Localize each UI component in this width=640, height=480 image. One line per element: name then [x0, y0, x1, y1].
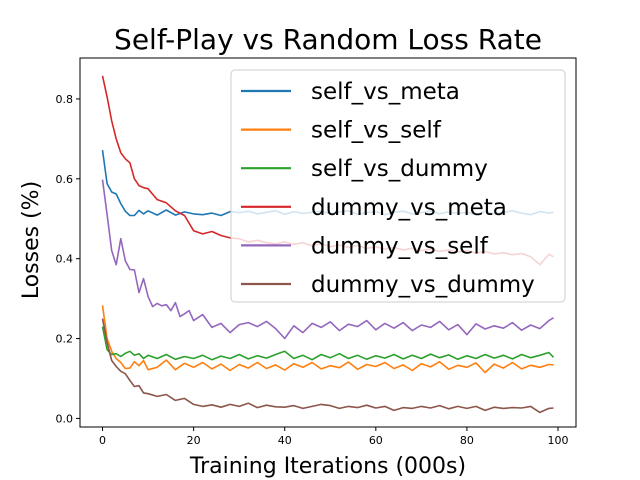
x-tick-label: 100 — [548, 434, 569, 447]
x-tick-label: 0 — [99, 434, 106, 447]
y-axis-title: Losses (%) — [19, 181, 44, 299]
legend-label-self-vs-dummy: self_vs_dummy — [311, 156, 488, 182]
legend: self_vs_meta self_vs_self self_vs_dummydum… — [230, 69, 566, 303]
y-tick-label: 0.0 — [56, 412, 74, 425]
x-tick-label: 20 — [187, 434, 201, 447]
series-line-self-vs-dummy — [101, 326, 555, 361]
legend-label-dummy-vs-meta: dummy_vs_meta — [311, 195, 507, 221]
x-tick-label: 40 — [278, 434, 292, 447]
y-tick-label: 0.4 — [56, 253, 74, 266]
x-tick-label: 60 — [369, 434, 383, 447]
x-tick-label: 80 — [460, 434, 474, 447]
y-tick-label: 0.2 — [56, 333, 74, 346]
series-line-dummy-vs-self — [101, 179, 554, 340]
legend-label-self-vs-meta: self_vs_meta — [311, 79, 460, 105]
x-axis-ticks: 0 20 40 60 80 100 — [99, 427, 569, 447]
series-line-dummy-vs-dummy — [101, 318, 554, 414]
legend-label-dummy-vs-self: dummy_vs_self — [311, 233, 489, 259]
chart-title: Self-Play vs Random Loss Rate — [114, 23, 542, 56]
legend-label-self-vs-self: self_vs_self — [311, 118, 442, 144]
y-axis-ticks: 0.0 0.2 0.4 0.6 0.8 — [56, 93, 80, 425]
y-tick-label: 0.8 — [56, 93, 74, 106]
axes-frame — [79, 57, 577, 428]
y-tick-label: 0.6 — [56, 173, 74, 186]
series-line-self-vs-self — [101, 305, 554, 374]
x-axis-title: Training Iterations (000s) — [189, 454, 466, 479]
legend-label-dummy-vs-dummy: dummy_vs_dummy — [311, 272, 535, 298]
legend-box — [230, 69, 566, 303]
